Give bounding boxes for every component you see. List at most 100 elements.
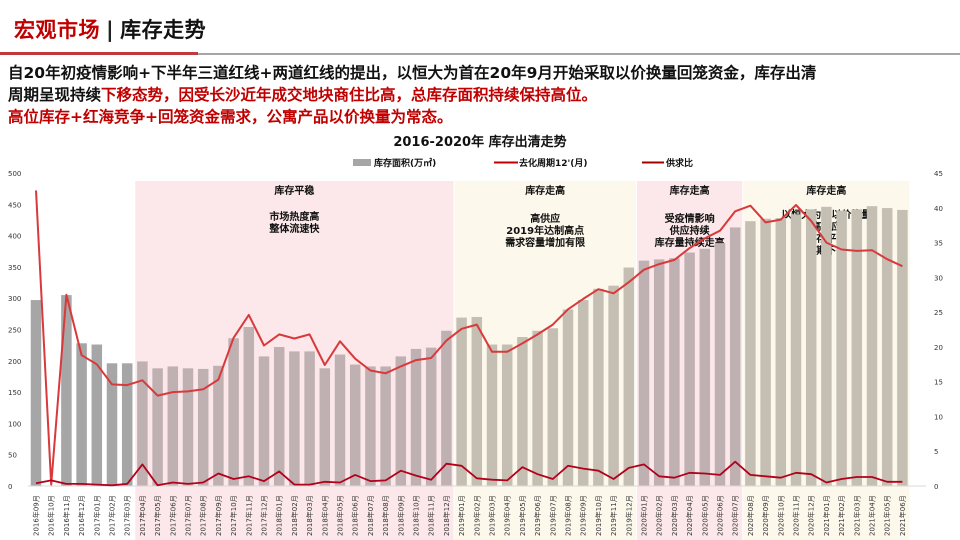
inventory-bar <box>258 356 270 486</box>
phase-note: 整体流速快 <box>268 222 320 235</box>
inventory-bar <box>334 354 346 486</box>
summary-line-2: 周期呈现持续下移态势，因受长沙近年成交地块商住比高，总库存面积持续保持高位。 <box>8 84 958 106</box>
y-left-tick: 150 <box>8 389 21 397</box>
title-underline-gray <box>198 53 960 55</box>
y-right-tick: 15 <box>934 379 943 387</box>
inventory-bar <box>91 344 103 486</box>
inventory-bar <box>228 338 239 486</box>
inventory-bar <box>775 218 787 486</box>
x-tick-label: 2019年08月 <box>564 495 573 536</box>
y-left-tick: 300 <box>8 295 21 303</box>
inventory-bar <box>304 351 315 486</box>
inventory-bar <box>441 330 452 486</box>
legend-label-ratio: 供求比 <box>665 157 693 169</box>
x-tick-label: 2021年02月 <box>837 495 846 536</box>
summary-line-1: 自20年初疫情影响+下半年三道红线+两道红线的提出，以恒大为首在20年9月开始采… <box>8 64 817 82</box>
x-tick-label: 2020年07月 <box>731 495 740 536</box>
inventory-bar <box>760 218 771 486</box>
inventory-bar <box>881 208 893 486</box>
x-tick-label: 2019年09月 <box>579 495 588 536</box>
inventory-bar <box>669 258 680 486</box>
inventory-bar <box>213 365 224 486</box>
title-topic: 库存走势 <box>120 18 207 42</box>
inventory-bar <box>577 300 589 486</box>
supply-demand-ratio-line <box>35 460 903 487</box>
y-right-tick: 5 <box>934 448 938 456</box>
y-left-tick: 0 <box>8 483 12 491</box>
inventory-bar <box>182 368 194 486</box>
title-underline-red <box>0 52 198 55</box>
phase-note: 2019年达制高点 <box>506 224 584 237</box>
y-right-tick: 20 <box>934 344 943 352</box>
x-tick-label: 2017年09月 <box>214 495 223 536</box>
y-left-tick: 500 <box>8 170 21 178</box>
x-tick-label: 2020年06月 <box>716 495 725 536</box>
x-tick-label: 2018年07月 <box>366 495 375 536</box>
phase-note: 库存量持续走高 <box>655 236 725 249</box>
inventory-bar <box>197 368 209 486</box>
inventory-bar <box>547 328 559 486</box>
x-tick-label: 2019年12月 <box>624 495 633 536</box>
x-tick-label: 2017年04月 <box>138 495 147 536</box>
y-left-tick: 400 <box>8 233 21 241</box>
x-tick-label: 2018年09月 <box>396 495 405 536</box>
x-tick-label: 2020年05月 <box>700 495 709 536</box>
chart-title: 2016-2020年 库存出清走势 <box>393 135 567 150</box>
y-left-tick: 200 <box>8 358 21 366</box>
inventory-bar <box>501 344 513 486</box>
x-tick-label: 2016年11月 <box>62 495 71 536</box>
inventory-bar <box>121 363 133 486</box>
x-tick-label: 2016年10月 <box>47 495 56 536</box>
phase-title: 库存走高 <box>806 184 846 197</box>
x-tick-label: 2018年10月 <box>412 495 421 536</box>
inventory-bar <box>653 259 665 486</box>
y-left-tick: 100 <box>8 420 21 428</box>
x-tick-label: 2019年10月 <box>594 495 603 536</box>
destock-cycle-line <box>35 190 903 486</box>
y-right-tick: 0 <box>934 483 938 491</box>
phase-band <box>454 181 636 540</box>
inventory-bar <box>380 366 391 486</box>
inventory-bar <box>395 356 407 486</box>
y-right-tick: 25 <box>934 309 943 317</box>
inventory-bar <box>410 348 422 486</box>
x-tick-label: 2016年12月 <box>77 495 86 536</box>
x-tick-label: 2017年01月 <box>92 495 101 536</box>
x-tick-label: 2019年03月 <box>488 495 497 536</box>
inventory-bar <box>76 343 87 486</box>
x-tick-label: 2017年11月 <box>244 495 253 536</box>
phase-note: 高供应 <box>530 212 560 225</box>
inventory-bar <box>61 295 72 486</box>
y-right-tick: 10 <box>934 413 943 421</box>
x-tick-label: 2018年06月 <box>351 495 360 536</box>
inventory-bar <box>349 364 361 486</box>
inventory-bar <box>365 366 376 486</box>
inventory-bar <box>623 267 635 486</box>
x-tick-label: 2018年12月 <box>442 495 451 536</box>
x-tick-label: 2018年03月 <box>305 495 314 536</box>
inventory-bar <box>517 337 528 486</box>
x-tick-label: 2019年07月 <box>548 495 557 536</box>
x-tick-label: 2019年11月 <box>609 495 618 536</box>
y-left-tick: 450 <box>8 201 21 209</box>
x-tick-label: 2017年10月 <box>229 495 238 536</box>
x-tick-label: 2017年03月 <box>123 495 132 536</box>
x-tick-label: 2019年01月 <box>457 495 466 536</box>
x-tick-label: 2018年05月 <box>336 495 345 536</box>
summary-line-2-red: 下移态势，因受长沙近年成交地块商住比高，总库存面积持续保持高位。 <box>101 86 598 104</box>
inventory-bar <box>425 347 437 486</box>
inventory-bar <box>684 252 695 486</box>
x-tick-label: 2019年06月 <box>533 495 542 536</box>
legend-label-cycle: 去化周期12'(月) <box>519 157 588 169</box>
title-separator: | <box>106 18 115 42</box>
y-left-tick: 350 <box>8 264 21 272</box>
x-tick-label: 2018年02月 <box>290 495 299 536</box>
x-tick-label: 2018年11月 <box>427 495 436 536</box>
inventory-bar <box>729 227 741 486</box>
x-tick-label: 2021年05月 <box>883 495 892 536</box>
inventory-bar <box>805 209 817 487</box>
x-tick-label: 2020年03月 <box>670 495 679 536</box>
inventory-bar <box>167 366 179 486</box>
x-tick-label: 2021年01月 <box>822 495 831 536</box>
title-section: 宏观市场 <box>14 18 100 42</box>
